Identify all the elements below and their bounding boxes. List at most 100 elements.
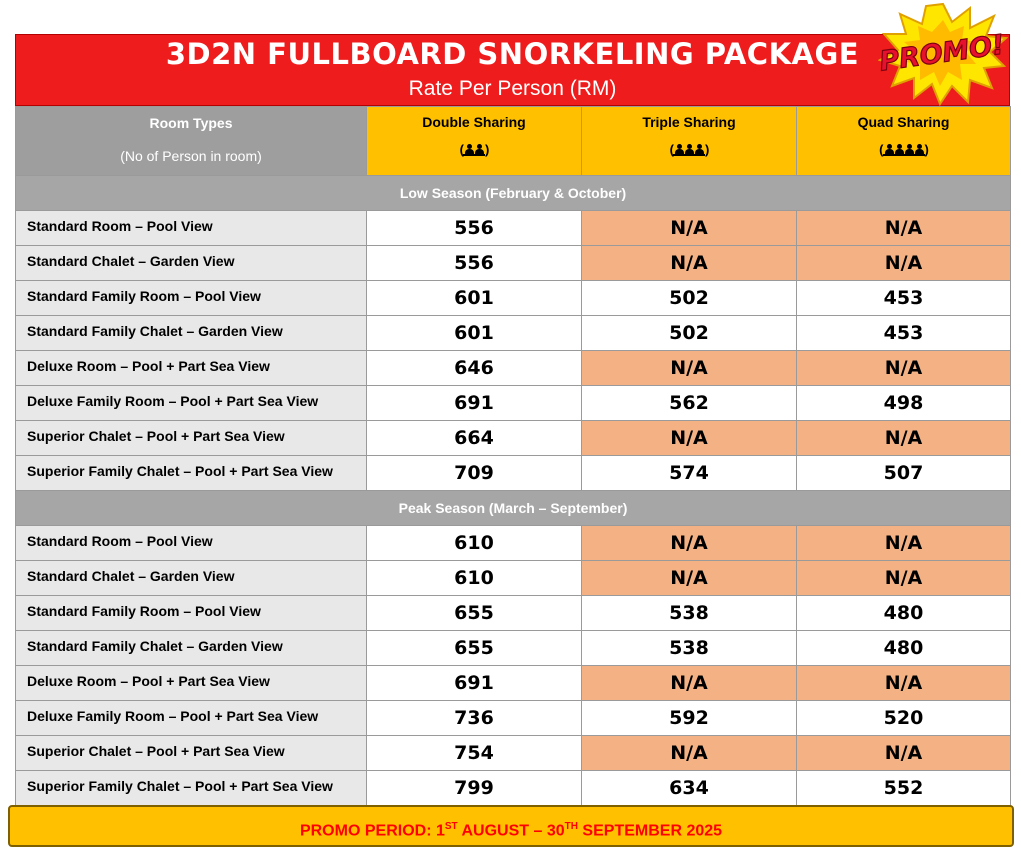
price-cell-triple: N/A	[581, 560, 797, 596]
rate-table: Room Types (No of Person in room) Double…	[15, 106, 1011, 806]
price-cell-quad: N/A	[796, 735, 1011, 771]
price-cell-triple: N/A	[581, 210, 797, 246]
promo-suffix: SEPTEMBER 2025	[577, 822, 723, 840]
price-cell-double: 601	[366, 315, 582, 351]
room-type-cell: Deluxe Family Room – Pool + Part Sea Vie…	[15, 385, 367, 421]
room-type-cell: Standard Room – Pool View	[15, 210, 367, 246]
table-row: Superior Family Chalet – Pool + Part Sea…	[15, 455, 1011, 491]
header-double-label: Double Sharing	[422, 114, 526, 130]
price-cell-double: 655	[366, 595, 582, 631]
two-people-icon: ()	[459, 142, 490, 157]
price-cell-double: 664	[366, 420, 582, 456]
price-cell-quad: N/A	[796, 420, 1011, 456]
price-cell-triple: N/A	[581, 420, 797, 456]
price-cell-quad: 480	[796, 595, 1011, 631]
price-cell-quad: 453	[796, 280, 1011, 316]
price-cell-triple: 592	[581, 700, 797, 736]
price-cell-double: 556	[366, 210, 582, 246]
season-heading: Low Season (February & October)	[15, 175, 1011, 211]
price-cell-triple: N/A	[581, 350, 797, 386]
price-cell-double: 691	[366, 385, 582, 421]
table-row: Deluxe Family Room – Pool + Part Sea Vie…	[15, 700, 1011, 736]
room-type-cell: Standard Family Room – Pool View	[15, 595, 367, 631]
table-row: Standard Family Chalet – Garden View 655 5…	[15, 630, 1011, 666]
table-row: Deluxe Room – Pool + Part Sea View 691 N/A…	[15, 665, 1011, 701]
room-type-cell: Standard Chalet – Garden View	[15, 245, 367, 281]
room-type-cell: Standard Family Room – Pool View	[15, 280, 367, 316]
price-cell-double: 754	[366, 735, 582, 771]
price-cell-triple: N/A	[581, 525, 797, 561]
price-cell-triple: N/A	[581, 245, 797, 281]
promo-prefix: PROMO PERIOD: 1	[299, 822, 445, 840]
room-type-cell: Deluxe Family Room – Pool + Part Sea Vie…	[15, 700, 367, 736]
price-cell-quad: 520	[796, 700, 1011, 736]
price-cell-triple: 538	[581, 630, 797, 666]
room-type-cell: Standard Family Chalet – Garden View	[15, 315, 367, 351]
header-room-types: Room Types (No of Person in room)	[15, 106, 367, 176]
table-row: Standard Room – Pool View 556 N/A N/A	[15, 210, 1011, 246]
table-row: Superior Chalet – Pool + Part Sea View 75…	[15, 735, 1011, 771]
page-title: 3D2N FULLBOARD SNORKELING PACKAGE	[165, 37, 860, 71]
price-cell-double: 799	[366, 770, 582, 806]
price-cell-double: 736	[366, 700, 582, 736]
table-row: Standard Room – Pool View 610 N/A N/A	[15, 525, 1011, 561]
table-row: Standard Family Room – Pool View 601 502 45…	[15, 280, 1011, 316]
room-type-cell: Standard Chalet – Garden View	[15, 560, 367, 596]
price-cell-quad: 507	[796, 455, 1011, 491]
header-triple-sharing: Triple Sharing ()	[581, 106, 797, 176]
table-row: Standard Chalet – Garden View 610 N/A N/A	[15, 560, 1011, 596]
price-cell-quad: N/A	[796, 560, 1011, 596]
header-double-sharing: Double Sharing ()	[366, 106, 582, 176]
promo-period-banner: PROMO PERIOD: 1ST AUGUST – 30TH SEPTEMBE…	[8, 805, 1014, 847]
price-cell-triple: 562	[581, 385, 797, 421]
price-cell-quad: N/A	[796, 525, 1011, 561]
header-quad-label: Quad Sharing	[857, 114, 950, 130]
header-triple-label: Triple Sharing	[642, 114, 736, 130]
price-cell-quad: N/A	[796, 245, 1011, 281]
price-cell-double: 691	[366, 665, 582, 701]
table-row: Superior Family Chalet – Pool + Part Sea…	[15, 770, 1011, 806]
table-row: Standard Family Chalet – Garden View 601 5…	[15, 315, 1011, 351]
three-people-icon: ()	[669, 142, 710, 157]
page-subtitle: Rate Per Person (RM)	[408, 77, 617, 100]
price-cell-triple: 502	[581, 315, 797, 351]
rate-sheet: 3D2N FULLBOARD SNORKELING PACKAGE Rate P…	[15, 34, 1011, 806]
price-cell-double: 655	[366, 630, 582, 666]
promo-burst-icon: PROMO!	[878, 2, 1008, 106]
room-type-cell: Deluxe Room – Pool + Part Sea View	[15, 350, 367, 386]
price-cell-quad: N/A	[796, 210, 1011, 246]
season-row: Low Season (February & October)	[15, 175, 1011, 211]
price-cell-double: 601	[366, 280, 582, 316]
four-people-icon: ()	[879, 142, 929, 157]
price-cell-triple: N/A	[581, 735, 797, 771]
season-heading: Peak Season (March – September)	[15, 490, 1011, 526]
table-row: Standard Chalet – Garden View 556 N/A N/A	[15, 245, 1011, 281]
room-type-cell: Superior Chalet – Pool + Part Sea View	[15, 735, 367, 771]
price-cell-triple: 502	[581, 280, 797, 316]
table-row: Superior Chalet – Pool + Part Sea View 66…	[15, 420, 1011, 456]
room-type-cell: Superior Family Chalet – Pool + Part Sea…	[15, 455, 367, 491]
price-cell-quad: 552	[796, 770, 1011, 806]
price-cell-quad: 453	[796, 315, 1011, 351]
price-cell-quad: N/A	[796, 665, 1011, 701]
promo-sup-th: TH	[564, 821, 578, 832]
table-header-row: Room Types (No of Person in room) Double…	[15, 106, 1011, 176]
price-cell-quad: N/A	[796, 350, 1011, 386]
header-room-types-label: Room Types	[149, 115, 233, 131]
price-cell-quad: 480	[796, 630, 1011, 666]
header-quad-sharing: Quad Sharing ()	[796, 106, 1011, 176]
table-row: Standard Family Room – Pool View 655 538 48…	[15, 595, 1011, 631]
promo-sup-st: ST	[444, 821, 458, 832]
header-room-types-sub: (No of Person in room)	[120, 148, 262, 164]
room-type-cell: Superior Family Chalet – Pool + Part Sea…	[15, 770, 367, 806]
room-type-cell: Deluxe Room – Pool + Part Sea View	[15, 665, 367, 701]
price-cell-quad: 498	[796, 385, 1011, 421]
rate-table-body: Low Season (February & October) Standard …	[15, 175, 1011, 806]
table-row: Deluxe Room – Pool + Part Sea View 646 N/A…	[15, 350, 1011, 386]
title-banner: 3D2N FULLBOARD SNORKELING PACKAGE Rate P…	[15, 34, 1010, 106]
room-type-cell: Superior Chalet – Pool + Part Sea View	[15, 420, 367, 456]
promo-mid: AUGUST – 30	[457, 822, 565, 840]
price-cell-double: 709	[366, 455, 582, 491]
price-cell-triple: 574	[581, 455, 797, 491]
price-cell-double: 610	[366, 560, 582, 596]
